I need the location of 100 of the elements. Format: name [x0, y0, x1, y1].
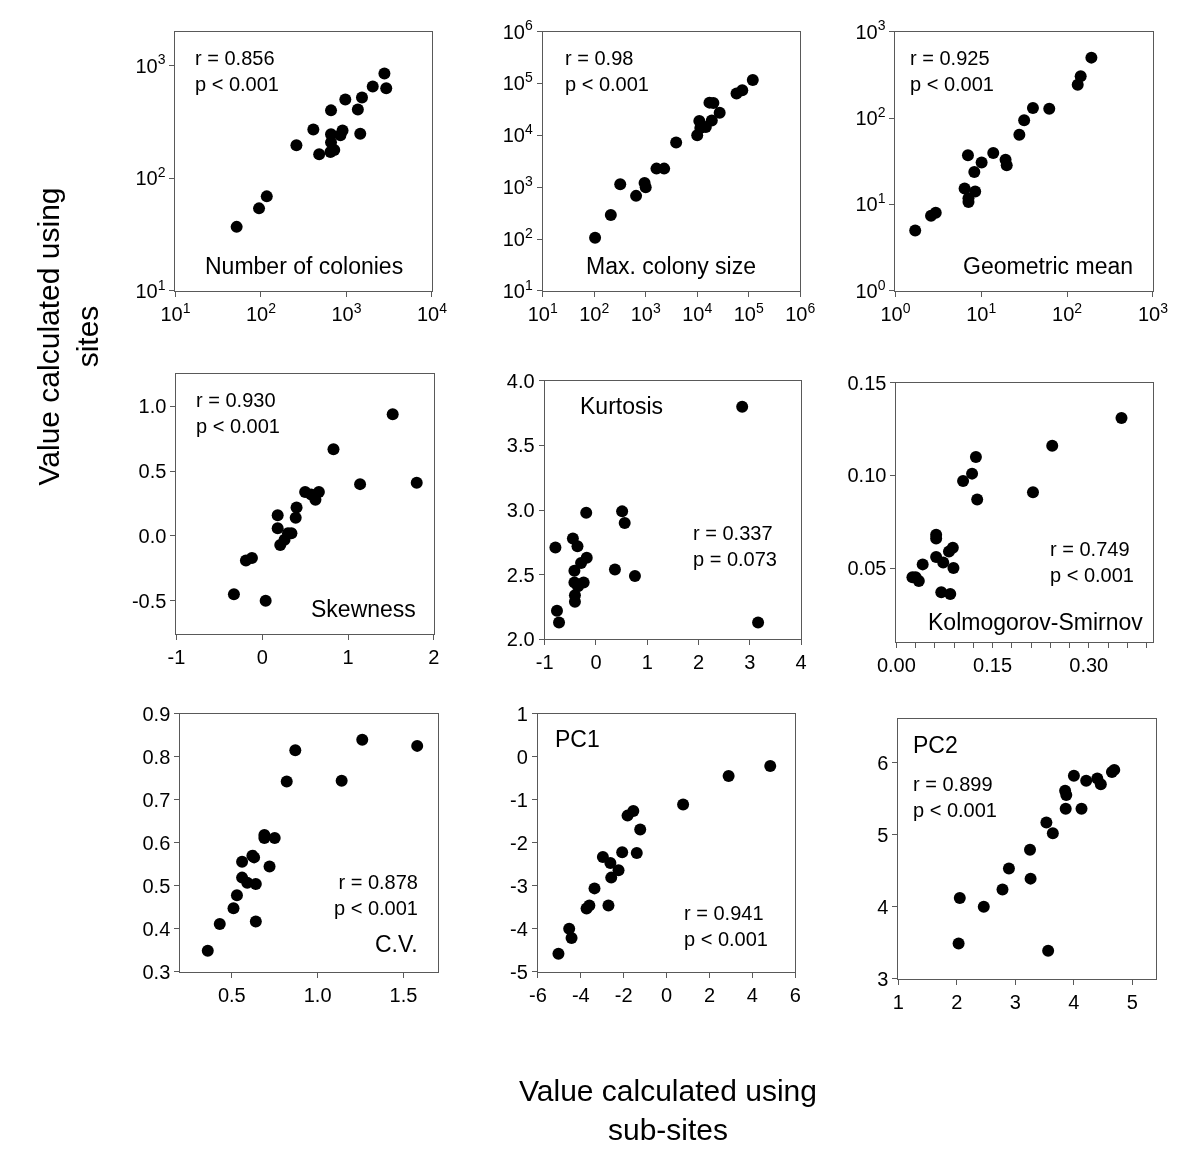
x-tick-label: 1 [892, 990, 904, 1013]
y-tick-label: 5 [877, 823, 889, 846]
y-tick-label: 10$^{3}$ [502, 172, 533, 199]
x-tick-label: 10$^{4}$ [682, 299, 713, 325]
y-tick-label: 10$^{5}$ [502, 69, 533, 95]
y-tick-label: 3.0 [506, 499, 535, 522]
text: Geometric mean [963, 253, 1134, 279]
y-tick-label: 0.6 [142, 831, 171, 854]
y-tick-label: 0.0 [138, 524, 167, 547]
y-tick-label: 0.8 [142, 745, 171, 768]
x-tick-label: 10$^{3}$ [630, 299, 661, 325]
y-tick-label: -0.5 [131, 589, 167, 612]
x-tick-label: 2 [951, 990, 963, 1013]
annotation: r = 0.98 [565, 47, 634, 69]
x-tick-label: -4 [571, 983, 590, 1006]
y-tick-label: -1 [510, 788, 528, 811]
y-tick-label: 0.5 [142, 874, 171, 897]
x-tick-label: 0.5 [217, 983, 246, 1006]
annotation: p < 0.001 [1050, 564, 1134, 586]
y-tick-label: 10$^{6}$ [502, 17, 533, 43]
text: Number of colonies [205, 253, 404, 279]
annotation: r = 0.925 [910, 47, 990, 69]
y-tick-label: 10$^{2}$ [855, 103, 886, 130]
text: PC1 [555, 726, 600, 752]
annotation: p < 0.001 [196, 415, 280, 437]
x-tick-label: 3 [744, 651, 756, 674]
y-tick-label: 6 [877, 751, 889, 774]
x-tick-label: 5 [1126, 990, 1138, 1013]
y-tick-label: 2.0 [506, 628, 535, 651]
y-tick-label: 10$^{3}$ [135, 51, 166, 77]
y-tick-label: 0 [516, 745, 528, 768]
y-tick-label: 10$^{2}$ [135, 163, 166, 190]
x-tick-label: 0.15 [973, 654, 1013, 677]
annotation: r = 0.856 [195, 47, 275, 69]
y-tick-label: 10$^{2}$ [502, 224, 533, 251]
x-tick-label: 0.30 [1069, 654, 1109, 677]
y-tick-label: 1 [516, 702, 528, 725]
x-tick-label: 10$^{2}$ [245, 299, 277, 325]
y-tick-label: 10$^{0}$ [855, 276, 886, 302]
annotation: p < 0.001 [913, 799, 997, 821]
y-tick-label: 10$^{1}$ [855, 190, 886, 216]
x-tick-label: 1.0 [303, 983, 332, 1006]
y-axis-title: Value calculated using sites [31, 187, 104, 486]
annotation: p < 0.001 [565, 73, 649, 95]
annotation: p = 0.073 [693, 548, 777, 570]
y-tick-label: 0.05 [847, 557, 887, 580]
y-tick-label: 0.4 [142, 917, 171, 940]
x-tick-label: 10$^{3}$ [1137, 299, 1169, 325]
x-tick-label: 4 [746, 983, 758, 1006]
x-tick-label: 10$^{1}$ [966, 299, 997, 325]
x-tick-label: 0 [590, 651, 602, 674]
x-tick-label: 1 [641, 651, 653, 674]
y-tick-label: 4 [877, 895, 889, 918]
y-tick-label: -5 [510, 960, 528, 983]
x-tick-label: -6 [528, 983, 547, 1006]
text: Kurtosis [580, 393, 664, 419]
y-tick-label: -3 [510, 874, 528, 897]
annotation: r = 0.899 [913, 773, 993, 795]
x-tick-label: 1.5 [389, 983, 418, 1006]
text: C.V. [375, 931, 418, 957]
y-tick-label: 0.15 [847, 371, 887, 394]
x-tick-label: 10$^{2}$ [579, 299, 610, 325]
annotation: r = 0.878 [338, 871, 418, 893]
x-tick-label: 4 [1068, 990, 1080, 1013]
x-tick-label: 0 [661, 983, 673, 1006]
x-tick-label: 10$^{3}$ [331, 299, 362, 325]
x-tick-label: -1 [167, 646, 186, 669]
x-tick-label: 10$^{4}$ [416, 299, 448, 325]
x-axis-title: Value calculated using sub-sites [519, 1074, 817, 1146]
y-tick-label: 10$^{1}$ [135, 276, 166, 302]
annotation: p < 0.001 [684, 928, 768, 950]
x-tick-label: 2 [428, 646, 440, 669]
y-tick-label: 2.5 [506, 563, 535, 586]
annotation: r = 0.930 [196, 389, 276, 411]
annotation: p < 0.001 [334, 897, 418, 919]
x-tick-label: -1 [535, 651, 554, 674]
y-tick-label: 3.5 [506, 434, 535, 457]
x-tick-label: 1 [342, 646, 354, 669]
y-tick-label: -4 [510, 917, 528, 940]
annotation: r = 0.749 [1050, 538, 1130, 560]
y-tick-label: 0.3 [142, 960, 171, 983]
y-tick-label: 10$^{1}$ [502, 276, 533, 302]
annotation: p < 0.001 [195, 73, 279, 95]
x-tick-label: 6 [789, 983, 801, 1006]
annotation: r = 0.337 [693, 522, 773, 544]
x-tick-label: 4 [795, 651, 807, 674]
text: PC2 [913, 732, 958, 758]
y-tick-label: 10$^{4}$ [502, 120, 533, 147]
x-tick-label: -2 [614, 983, 633, 1006]
y-tick-label: -2 [510, 831, 528, 854]
text: Max. colony size [586, 253, 757, 279]
y-tick-label: 0.5 [138, 460, 167, 483]
y-tick-label: 0.10 [847, 464, 887, 487]
x-tick-label: 3 [1009, 990, 1021, 1013]
text: Kolmogorov-Smirnov [928, 609, 1144, 635]
x-tick-label: 0 [256, 646, 268, 669]
x-tick-label: 10$^{6}$ [785, 299, 816, 325]
annotation: p < 0.001 [910, 73, 994, 95]
x-tick-label: 0.00 [876, 654, 916, 677]
x-tick-label: 2 [693, 651, 705, 674]
